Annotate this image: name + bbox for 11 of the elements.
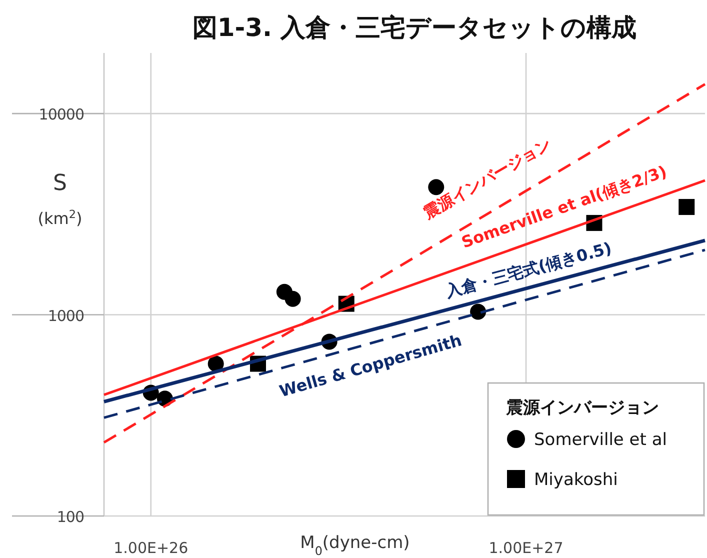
x-tick-label: 1.00E+26: [114, 539, 188, 557]
legend-label: Somerville et al: [534, 430, 667, 450]
legend-title: 震源インバージョン: [505, 398, 659, 418]
y-tick-label: 10000: [38, 106, 84, 124]
x-axis-title: M$_{0}$(dyne-cm): [300, 533, 410, 558]
y-tick-label: 1000: [48, 306, 84, 325]
y-tick-label: 100: [56, 508, 84, 526]
chart-title: 図1-3. 入倉・三宅データセットの構成: [192, 13, 637, 42]
x-tick-label: 1.00E+27: [488, 539, 564, 557]
legend-label: Miyakoshi: [534, 470, 618, 490]
y-axis-title: S (km$^{2}$): [38, 171, 82, 228]
